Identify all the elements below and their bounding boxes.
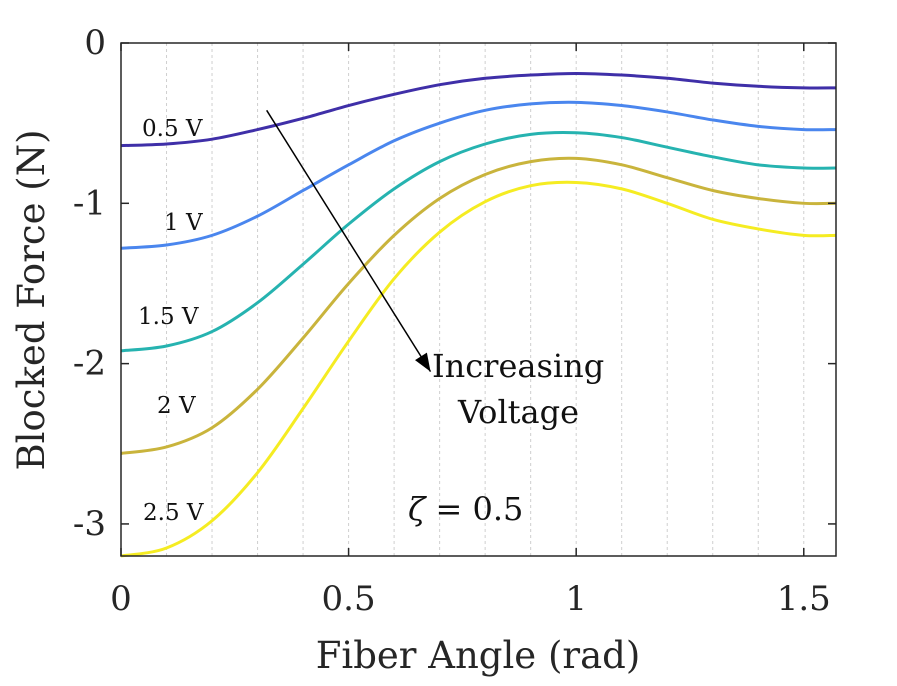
zeta-symbol: ζ (408, 490, 427, 528)
grid-layer (166, 43, 805, 556)
series-layer (120, 71, 837, 558)
series-label-2.5v: 2.5 V (143, 500, 204, 526)
y-axis-title: Blocked Force (N) (10, 129, 53, 470)
plot-frame (120, 42, 837, 557)
series-label-0.5v: 0.5 V (142, 116, 203, 142)
tick-layer (120, 42, 836, 556)
x-tick-label: 0.5 (322, 579, 376, 619)
arrow-head (415, 352, 431, 372)
x-tick-label: 1.5 (777, 579, 831, 619)
y-tick-labels: 0 -1 -2 -3 (73, 23, 106, 544)
series-line-0.5v (120, 71, 837, 148)
y-tick-label: -1 (73, 183, 106, 223)
y-tick-label: 0 (84, 23, 106, 63)
series-label-2v: 2 V (157, 393, 196, 419)
x-tick-label: 0 (110, 579, 132, 619)
voltage-label: Voltage (457, 393, 579, 431)
series-label-1.5v: 1.5 V (138, 304, 199, 330)
increasing-label: Increasing (432, 347, 604, 385)
x-axis-title: Fiber Angle (rad) (316, 634, 641, 677)
series-labels: 0.5 V 1 V 1.5 V 2 V 2.5 V (138, 116, 204, 526)
y-tick-label: -2 (73, 344, 106, 384)
x-tick-label: 1 (565, 579, 587, 619)
zeta-annotation: ζ = 0.5 (408, 490, 523, 528)
y-tick-label: -3 (73, 504, 106, 544)
series-label-1v: 1 V (164, 210, 203, 236)
x-tick-labels: 0 0.5 1 1.5 (110, 579, 831, 619)
series-line-1v (120, 100, 837, 250)
series-line-2v (120, 156, 837, 455)
series-line-1.5v (120, 131, 837, 353)
arrow-layer (266, 109, 432, 373)
zeta-value: = 0.5 (425, 490, 523, 528)
series-line-2.5v (120, 180, 837, 558)
increasing-voltage-arrow (266, 109, 432, 373)
